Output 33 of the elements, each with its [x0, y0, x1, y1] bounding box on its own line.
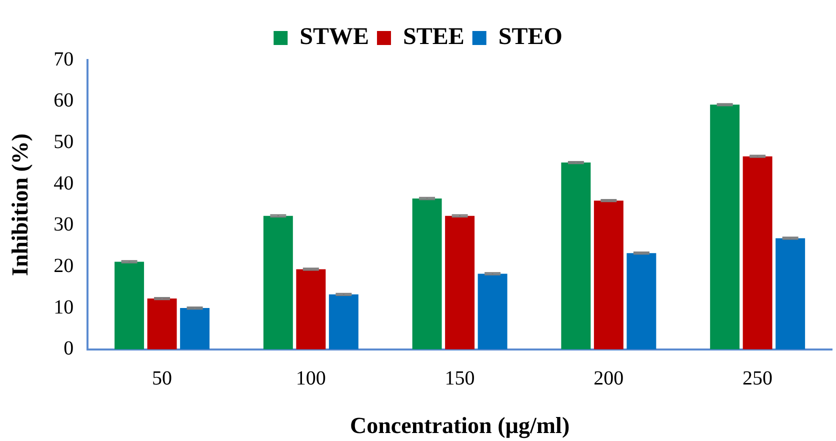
x-tick-label: 50 — [152, 368, 172, 390]
bar — [180, 308, 210, 350]
y-tick-label: 10 — [54, 296, 74, 318]
x-tick-label: 150 — [444, 368, 475, 390]
legend-label: STWE — [300, 24, 369, 50]
bar — [478, 274, 508, 350]
legend-label: STEE — [402, 24, 464, 50]
bar — [594, 200, 624, 350]
x-tick-label: 250 — [742, 368, 773, 390]
y-tick-label: 30 — [54, 214, 74, 236]
y-tick-label: 50 — [54, 130, 74, 153]
bar — [445, 216, 475, 350]
y-tick-label: 0 — [64, 338, 74, 360]
bar — [561, 162, 591, 350]
bar — [742, 156, 772, 350]
bar — [710, 104, 740, 350]
x-axis-title: Concentration (µg/ml) — [350, 413, 570, 440]
bar — [114, 262, 144, 350]
x-tick-label: 200 — [594, 368, 624, 390]
bar — [328, 294, 358, 350]
bar — [776, 238, 806, 350]
y-tick-label: 40 — [54, 172, 74, 194]
y-axis-title: Inhibition (%) — [8, 133, 33, 276]
y-tick-label: 20 — [54, 254, 74, 277]
bar — [626, 253, 656, 350]
bar — [263, 216, 293, 350]
bar — [147, 298, 177, 350]
y-tick-label: 70 — [54, 48, 74, 70]
bar — [296, 269, 326, 350]
x-tick-label: 100 — [296, 368, 326, 390]
y-tick-label: 60 — [54, 90, 74, 112]
bar — [412, 198, 442, 350]
legend-label: STEO — [498, 24, 562, 50]
